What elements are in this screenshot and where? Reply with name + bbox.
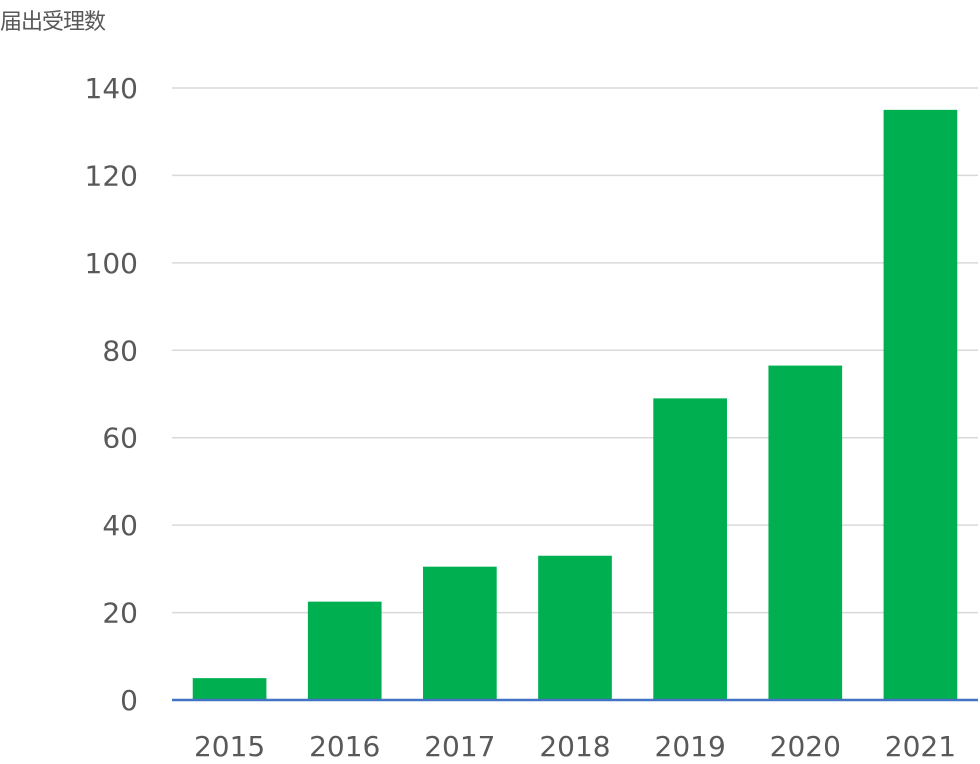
x-tick-label: 2016	[309, 730, 380, 760]
x-tick-label: 2015	[194, 730, 265, 760]
y-tick-label: 100	[85, 247, 138, 280]
bar-2020	[768, 365, 843, 700]
bar-2015	[192, 678, 267, 700]
x-tick-label: 2018	[539, 730, 610, 760]
y-tick-label: 40	[102, 509, 138, 542]
y-tick-label: 0	[120, 684, 138, 717]
y-tick-label: 120	[85, 159, 138, 192]
y-tick-label: 140	[85, 72, 138, 105]
bar-2019	[653, 398, 727, 700]
x-tick-label: 2017	[424, 730, 495, 760]
gridlines	[172, 87, 978, 614]
y-axis-title: 届出受理数	[0, 10, 106, 35]
x-tick-label: 2020	[770, 730, 841, 760]
y-tick-label: 60	[102, 422, 138, 455]
bar-2017	[423, 566, 497, 700]
bar-2016	[307, 601, 382, 700]
bar-2018	[538, 555, 612, 700]
bar-2021	[883, 109, 958, 701]
y-axis-ticks: 0 20 40 60 80 100 120 140	[85, 72, 138, 717]
y-tick-label: 80	[102, 334, 138, 367]
x-tick-label: 2019	[655, 730, 726, 760]
x-axis-ticks: 2015 2016 2017 2018 2019 2020 2021	[194, 730, 956, 763]
x-tick-label: 2021	[885, 730, 956, 760]
bars	[192, 109, 958, 701]
y-tick-label: 20	[102, 597, 138, 630]
